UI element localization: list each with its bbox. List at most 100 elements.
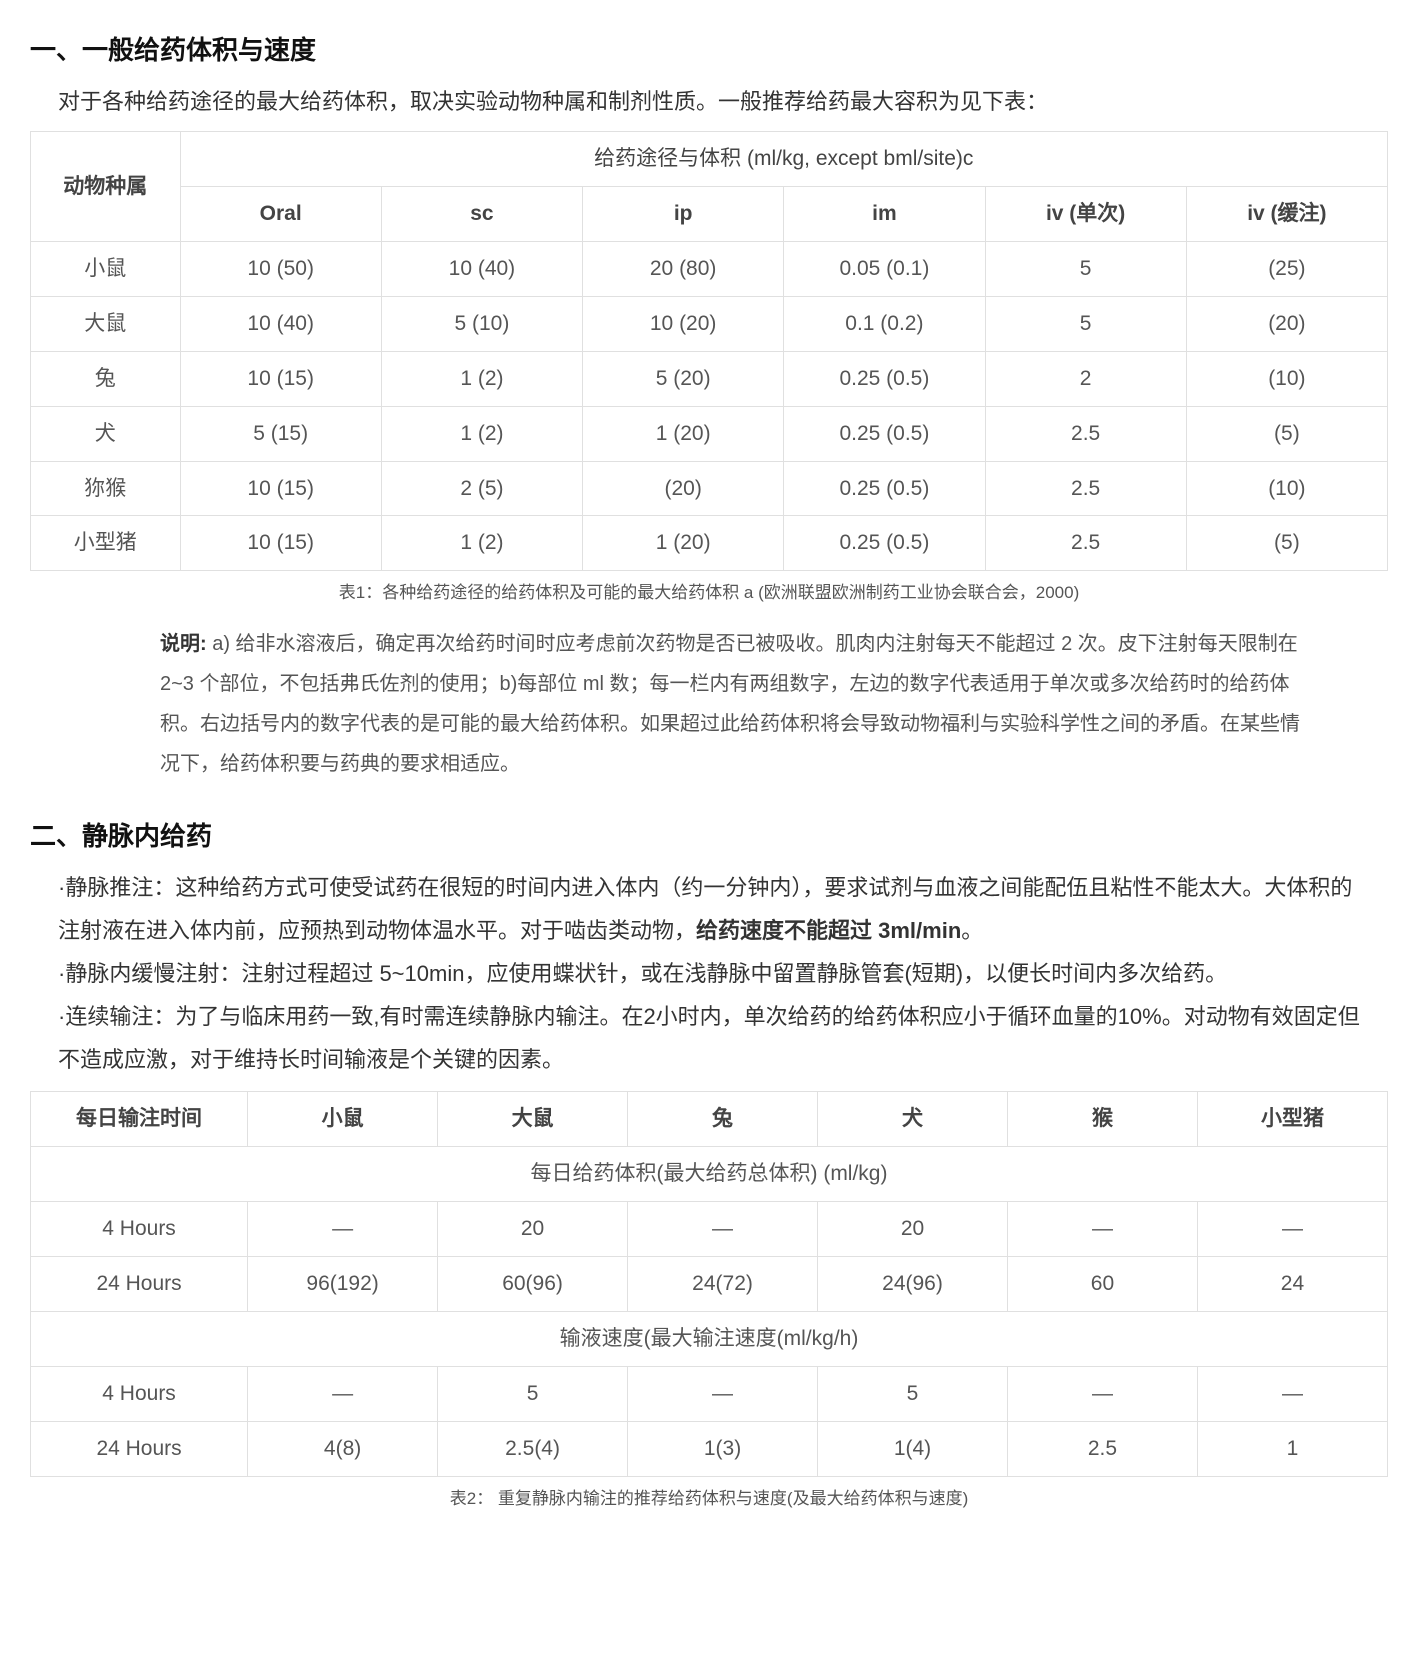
table1-cell: 10 (20)	[583, 296, 784, 351]
table2-col-minipig: 小型猪	[1197, 1092, 1387, 1147]
table1-species-cell: 小型猪	[31, 516, 181, 571]
table2-rate-cell: 1(4)	[818, 1421, 1008, 1476]
table1-species-cell: 狝猴	[31, 461, 181, 516]
table1-caption: 表1：各种给药途径的给药体积及可能的最大给药体积 a (欧洲联盟欧洲制药工业协会…	[30, 577, 1388, 609]
table1-cell: (10)	[1186, 461, 1387, 516]
explanation-body: a) 给非水溶液后，确定再次给药时间时应考虑前次药物是否已被吸收。肌肉内注射每天…	[160, 633, 1300, 775]
section2-body: ·静脉推注：这种给药方式可使受试药在很短的时间内进入体内（约一分钟内），要求试剂…	[58, 867, 1368, 1081]
table2-vol-cell: —	[1197, 1202, 1387, 1257]
table1-cell: 1 (2)	[381, 351, 582, 406]
section1-explanation: 说明: a) 给非水溶液后，确定再次给药时间时应考虑前次药物是否已被吸收。肌肉内…	[160, 624, 1308, 784]
table1-cell: 10 (50)	[180, 241, 381, 296]
table2-rate-cell: 5	[438, 1366, 628, 1421]
table1: 动物种属 给药途径与体积 (ml/kg, except bml/site)c O…	[30, 131, 1388, 571]
table1-cell: 2	[985, 351, 1186, 406]
table2-vol-cell: 24(96)	[818, 1257, 1008, 1312]
table1-cell: 20 (80)	[583, 241, 784, 296]
section2-p2: ·静脉内缓慢注射：注射过程超过 5~10min，应使用蝶状针，或在浅静脉中留置静…	[58, 953, 1368, 996]
table1-cell: 0.25 (0.5)	[784, 406, 985, 461]
section2-p1-suffix: 。	[961, 918, 983, 943]
table1-cell: (5)	[1186, 516, 1387, 571]
table2-vol-cell: —	[1007, 1202, 1197, 1257]
table2-vol-cell: —	[628, 1202, 818, 1257]
table1-col-sc: sc	[381, 187, 582, 242]
table1-cell: 0.05 (0.1)	[784, 241, 985, 296]
table1-cell: (10)	[1186, 351, 1387, 406]
table2-rate-cell: —	[628, 1366, 818, 1421]
table2-col-dog: 犬	[818, 1092, 1008, 1147]
section2-p1: ·静脉推注：这种给药方式可使受试药在很短的时间内进入体内（约一分钟内），要求试剂…	[58, 867, 1368, 953]
table1-species-cell: 兔	[31, 351, 181, 406]
table-row: 小鼠10 (50)10 (40)20 (80)0.05 (0.1)5(25)	[31, 241, 1388, 296]
table2-vol-cell: 60(96)	[438, 1257, 628, 1312]
table1-col-iv-slow: iv (缓注)	[1186, 187, 1387, 242]
table2: 每日输注时间 小鼠 大鼠 兔 犬 猴 小型猪 每日给药体积(最大给药总体积) (…	[30, 1091, 1388, 1476]
table1-cell: 0.25 (0.5)	[784, 351, 985, 406]
table1-cell: 1 (20)	[583, 516, 784, 571]
table2-time-cell: 24 Hours	[31, 1257, 248, 1312]
table2-vol-cell: —	[248, 1202, 438, 1257]
table1-species-cell: 犬	[31, 406, 181, 461]
table1-cell: 1 (2)	[381, 516, 582, 571]
table1-cell: 0.25 (0.5)	[784, 516, 985, 571]
table1-cell: 10 (15)	[180, 351, 381, 406]
table1-cell: 0.1 (0.2)	[784, 296, 985, 351]
table2-rate-cell: 5	[818, 1366, 1008, 1421]
section1-heading: 一、一般给药体积与速度	[30, 26, 1388, 75]
table2-vol-cell: 60	[1007, 1257, 1197, 1312]
table1-cell: 5	[985, 296, 1186, 351]
table2-rate-cell: —	[1197, 1366, 1387, 1421]
table1-cell: 2.5	[985, 516, 1186, 571]
table1-col-oral: Oral	[180, 187, 381, 242]
table2-col-rabbit: 兔	[628, 1092, 818, 1147]
table2-time-cell: 4 Hours	[31, 1202, 248, 1257]
table2-vol-cell: 24(72)	[628, 1257, 818, 1312]
table1-cell: 5 (10)	[381, 296, 582, 351]
table2-col-rat: 大鼠	[438, 1092, 628, 1147]
table1-cell: 10 (15)	[180, 461, 381, 516]
table2-rate-cell: 1(3)	[628, 1421, 818, 1476]
table2-vol-cell: 20	[438, 1202, 628, 1257]
table1-cell: 10 (40)	[180, 296, 381, 351]
table1-col-headers: Oral sc ip im iv (单次) iv (缓注)	[31, 187, 1388, 242]
table2-time-cell: 4 Hours	[31, 1366, 248, 1421]
table-row: 狝猴10 (15)2 (5)(20)0.25 (0.5)2.5(10)	[31, 461, 1388, 516]
table1-rowheader-label: 动物种属	[31, 132, 181, 242]
table-row: 24 Hours4(8)2.5(4)1(3)1(4)2.51	[31, 1421, 1388, 1476]
table2-rate-cell: 4(8)	[248, 1421, 438, 1476]
table1-cell: (20)	[1186, 296, 1387, 351]
table-row: 小型猪10 (15)1 (2)1 (20)0.25 (0.5)2.5(5)	[31, 516, 1388, 571]
table-row: 24 Hours96(192)60(96)24(72)24(96)6024	[31, 1257, 1388, 1312]
table1-cell: 5 (15)	[180, 406, 381, 461]
table2-vol-cell: 96(192)	[248, 1257, 438, 1312]
table-row: 犬5 (15)1 (2)1 (20)0.25 (0.5)2.5(5)	[31, 406, 1388, 461]
table2-col-headers: 每日输注时间 小鼠 大鼠 兔 犬 猴 小型猪	[31, 1092, 1388, 1147]
table-row: 4 Hours—20—20——	[31, 1202, 1388, 1257]
table1-cell: 5	[985, 241, 1186, 296]
table2-subhead-rate: 输液速度(最大输注速度(ml/kg/h)	[31, 1312, 1388, 1367]
table1-cell: 0.25 (0.5)	[784, 461, 985, 516]
table1-cell: 5 (20)	[583, 351, 784, 406]
table1-cell: 1 (20)	[583, 406, 784, 461]
section2-p1-bold: 给药速度不能超过 3ml/min	[696, 918, 961, 943]
table2-col-mouse: 小鼠	[248, 1092, 438, 1147]
table1-col-im: im	[784, 187, 985, 242]
table-row: 兔10 (15)1 (2)5 (20)0.25 (0.5)2(10)	[31, 351, 1388, 406]
table1-cell: (5)	[1186, 406, 1387, 461]
table2-caption: 表2： 重复静脉内输注的推荐给药体积与速度(及最大给药体积与速度)	[30, 1483, 1388, 1515]
table2-vol-cell: 20	[818, 1202, 1008, 1257]
table2-rate-cell: —	[1007, 1366, 1197, 1421]
table1-cell: 10 (40)	[381, 241, 582, 296]
table2-col-monkey: 猴	[1007, 1092, 1197, 1147]
table2-rate-cell: —	[248, 1366, 438, 1421]
table1-cell: 1 (2)	[381, 406, 582, 461]
table1-col-ip: ip	[583, 187, 784, 242]
table-row: 4 Hours—5—5——	[31, 1366, 1388, 1421]
section1-intro: 对于各种给药途径的最大给药体积，取决实验动物种属和制剂性质。一般推荐给药最大容积…	[58, 81, 1388, 123]
table2-time-cell: 24 Hours	[31, 1421, 248, 1476]
explanation-label: 说明:	[160, 633, 212, 655]
table2-rate-cell: 2.5	[1007, 1421, 1197, 1476]
table2-rate-cell: 1	[1197, 1421, 1387, 1476]
section2-p3: ·连续输注：为了与临床用药一致,有时需连续静脉内输注。在2小时内，单次给药的给药…	[58, 996, 1368, 1082]
table1-cell: (25)	[1186, 241, 1387, 296]
